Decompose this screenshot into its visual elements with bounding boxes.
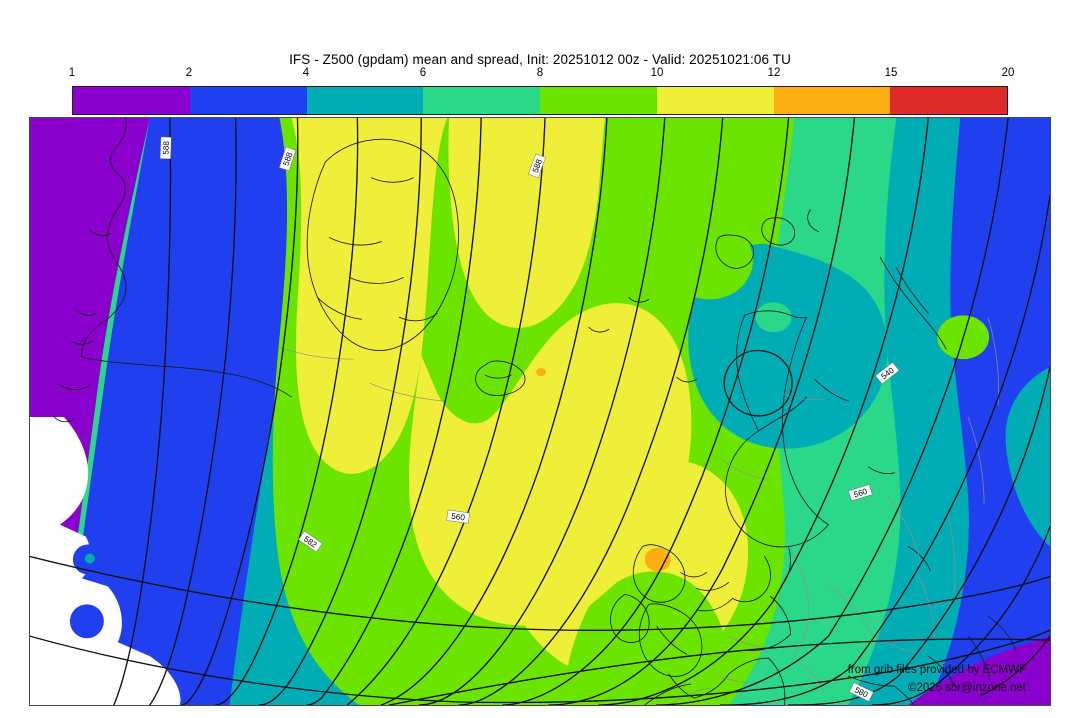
colorbar-tick-12: 12	[767, 67, 781, 79]
colorbar-segment-8	[890, 87, 1007, 114]
colorbar-segment-7	[773, 87, 891, 114]
page-title: IFS - Z500 (gpdam) mean and spread, Init…	[289, 52, 791, 67]
colorbar-tick-6: 6	[419, 67, 427, 79]
contour-label: 588	[278, 146, 297, 172]
svg-text:588: 588	[161, 141, 170, 155]
colorbar-segment-1	[73, 87, 190, 114]
colorbar-tick-labels: 1 2 4 6 8 10 12 15 20	[68, 67, 1015, 83]
colorbar-segment-5	[540, 87, 657, 114]
colorbar-tick-20: 20	[1001, 67, 1015, 79]
contour-label: 588	[159, 136, 172, 160]
svg-text:560: 560	[451, 512, 466, 523]
attribution-source: from grib files provided by ECMWF	[847, 664, 1026, 676]
colorbar-segment-3	[306, 87, 424, 114]
colorbar-segment-2	[189, 87, 307, 114]
colorbar-tick-10: 10	[650, 67, 664, 79]
colorbar: 1 2 4 6 8 10 12 15 20	[69, 67, 1014, 115]
colorbar-segment-6	[656, 87, 774, 114]
colorbar-tick-8: 8	[536, 67, 544, 79]
svg-text:560: 560	[853, 487, 869, 500]
colorbar-segment-4	[423, 87, 540, 114]
colorbar-tick-15: 15	[884, 67, 898, 79]
attribution-copyright: ©2025 sbr@irizone.net	[908, 682, 1026, 694]
contour-label: 560	[446, 509, 470, 524]
map-canvas[interactable]: 588 588 588 540 560 560 582 580 from grib files…	[29, 117, 1051, 706]
colorbar-tick-2: 2	[185, 67, 193, 79]
colorbar-gradient	[72, 86, 1008, 115]
svg-text:588: 588	[282, 151, 295, 167]
contour-label: 582	[298, 530, 323, 553]
colorbar-tick-1: 1	[68, 67, 76, 79]
contour-label: 588	[528, 153, 546, 179]
colorbar-tick-4: 4	[302, 67, 310, 79]
contour-label: 560	[848, 484, 873, 502]
